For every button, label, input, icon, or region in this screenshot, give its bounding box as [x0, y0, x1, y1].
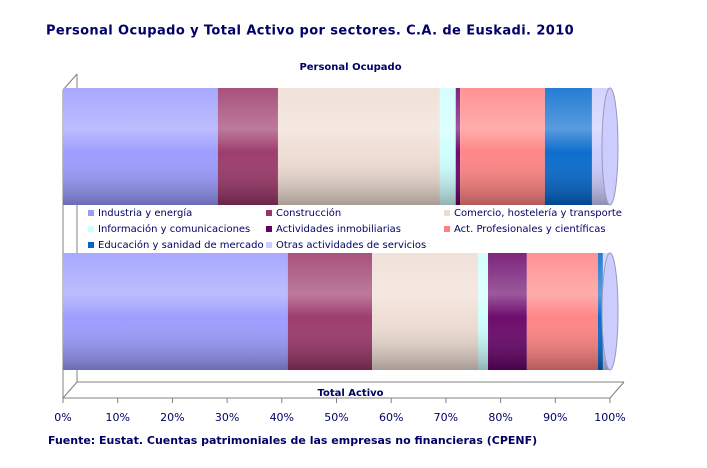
cylinder-shade [63, 88, 610, 205]
floor-edge [609, 381, 625, 399]
x-tick-label: 10% [105, 411, 129, 424]
legend-marker [266, 226, 272, 232]
category-label: Total Activo [317, 388, 383, 399]
legend-label: Otras actividades de servicios [276, 240, 426, 251]
legend-marker [266, 242, 272, 248]
x-tick-label: 50% [324, 411, 348, 424]
legend-label: Actividades inmobiliarias [276, 224, 401, 235]
cylinder-end [601, 87, 619, 206]
source: Fuente: Eustat. Cuentas patrimoniales de… [48, 434, 537, 447]
x-tick-label: 40% [270, 411, 294, 424]
legend-label: Educación y sanidad de mercado [98, 239, 264, 251]
x-tick-label: 70% [434, 411, 458, 424]
x-tick-label: 100% [594, 411, 625, 424]
legend-label: Información y comunicaciones [98, 223, 250, 235]
floor-edge [62, 381, 78, 399]
x-tick-label: 30% [215, 411, 239, 424]
legend-label: Construcción [276, 207, 341, 219]
legend-marker [444, 226, 450, 232]
legend-label: Industria y energía [98, 207, 192, 219]
x-tick-label: 80% [488, 411, 512, 424]
chart-title: Personal Ocupado y Total Activo por sect… [46, 24, 574, 39]
x-tick-label: 0% [54, 411, 71, 424]
legend-label: Comercio, hostelería y transporte [454, 207, 622, 219]
legend-marker [88, 210, 94, 216]
x-tick-label: 90% [543, 411, 567, 424]
wall-edge [62, 73, 78, 91]
legend-marker [444, 210, 450, 216]
x-tick-label: 20% [160, 411, 184, 424]
cylinder-end [601, 252, 619, 371]
legend-marker [88, 242, 94, 248]
category-label: Personal Ocupado [299, 62, 401, 73]
legend-label: Act. Profesionales y científicas [454, 223, 606, 235]
x-tick-label: 60% [379, 411, 403, 424]
cylinder-shade [63, 253, 610, 370]
legend-marker [88, 226, 94, 232]
legend-marker [266, 210, 272, 216]
